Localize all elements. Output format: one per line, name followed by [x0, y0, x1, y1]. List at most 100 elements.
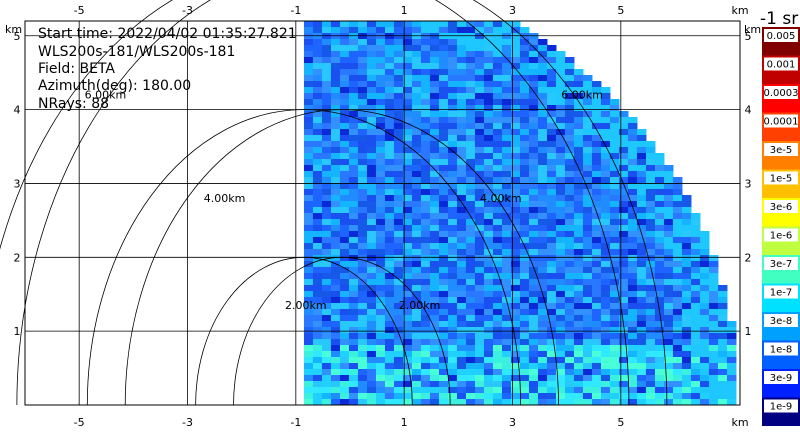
beta-cell	[366, 117, 377, 124]
beta-cell	[645, 243, 656, 250]
beta-cell	[690, 381, 701, 388]
beta-cell	[492, 303, 503, 310]
beta-cell	[366, 33, 377, 40]
beta-cell	[357, 159, 368, 166]
beta-cell	[483, 303, 494, 310]
beta-cell	[402, 201, 413, 208]
beta-cell	[591, 399, 602, 405]
beta-cell	[501, 141, 512, 148]
beta-cell	[411, 111, 422, 118]
beta-cell	[357, 183, 368, 190]
beta-cell	[582, 93, 593, 100]
beta-cell	[717, 315, 728, 322]
beta-cell	[348, 33, 359, 40]
beta-cell	[474, 99, 485, 106]
beta-cell	[519, 231, 530, 238]
beta-cell	[600, 309, 611, 316]
beta-cell	[681, 327, 692, 334]
beta-cell	[402, 177, 413, 184]
beta-cell	[717, 375, 728, 382]
beta-cell	[501, 321, 512, 328]
beta-cell	[357, 51, 368, 58]
beta-cell	[411, 303, 422, 310]
beta-cell	[438, 249, 449, 256]
beta-cell	[375, 255, 386, 262]
beta-cell	[618, 333, 629, 340]
beta-cell	[474, 27, 485, 34]
beta-cell	[591, 333, 602, 340]
beta-cell	[384, 225, 395, 232]
beta-cell	[618, 117, 629, 124]
beta-cell	[654, 327, 665, 334]
beta-cell	[375, 249, 386, 256]
beta-cell	[303, 51, 314, 58]
beta-cell	[384, 207, 395, 214]
beta-cell	[492, 363, 503, 370]
beta-cell	[537, 129, 548, 136]
beta-cell	[330, 303, 341, 310]
beta-cell	[312, 231, 323, 238]
beta-cell	[681, 291, 692, 298]
beta-cell	[564, 165, 575, 172]
beta-cell	[357, 39, 368, 46]
beta-cell	[528, 333, 539, 340]
beta-cell	[609, 135, 620, 142]
beta-cell	[339, 315, 350, 322]
beta-cell	[438, 297, 449, 304]
beta-cell	[627, 243, 638, 250]
beta-cell	[501, 381, 512, 388]
beta-cell	[609, 105, 620, 112]
beta-cell	[618, 189, 629, 196]
beta-cell	[447, 123, 458, 130]
beta-cell	[402, 303, 413, 310]
beta-cell	[357, 285, 368, 292]
beta-cell	[591, 255, 602, 262]
beta-cell	[519, 33, 530, 40]
beta-cell	[537, 207, 548, 214]
beta-cell	[582, 399, 593, 405]
beta-cell	[618, 231, 629, 238]
x-tick-label-bottom: 1	[401, 416, 408, 429]
beta-cell	[366, 141, 377, 148]
beta-cell	[519, 267, 530, 274]
beta-cell	[510, 267, 521, 274]
beta-cell	[348, 153, 359, 160]
beta-cell	[609, 171, 620, 178]
beta-cell	[420, 375, 431, 382]
x-tick-label-top: 5	[617, 4, 624, 17]
colorbar-label-bg	[764, 371, 798, 384]
beta-cell	[456, 309, 467, 316]
beta-cell	[483, 117, 494, 124]
beta-cell	[501, 27, 512, 34]
beta-cell	[321, 237, 332, 244]
beta-cell	[501, 363, 512, 370]
beta-cell	[438, 183, 449, 190]
colorbar-title: -1 sr	[760, 9, 799, 29]
beta-cell	[411, 315, 422, 322]
beta-cell	[726, 381, 737, 388]
beta-cell	[330, 273, 341, 280]
beta-cell	[708, 297, 719, 304]
beta-cell	[420, 111, 431, 118]
beta-cell	[510, 231, 521, 238]
beta-cell	[465, 357, 476, 364]
beta-cell	[303, 267, 314, 274]
beta-cell	[474, 51, 485, 58]
beta-cell	[555, 249, 566, 256]
beta-cell	[501, 69, 512, 76]
beta-cell	[582, 309, 593, 316]
beta-cell	[528, 111, 539, 118]
beta-cell	[438, 189, 449, 196]
beta-cell	[546, 99, 557, 106]
beta-cell	[339, 213, 350, 220]
beta-cell	[555, 177, 566, 184]
beta-cell	[375, 33, 386, 40]
beta-cell	[627, 201, 638, 208]
beta-cell	[438, 243, 449, 250]
beta-cell	[699, 267, 710, 274]
beta-cell	[420, 27, 431, 34]
beta-cell	[312, 75, 323, 82]
beta-cell	[447, 213, 458, 220]
beta-cell	[627, 135, 638, 142]
beta-cell	[411, 351, 422, 358]
